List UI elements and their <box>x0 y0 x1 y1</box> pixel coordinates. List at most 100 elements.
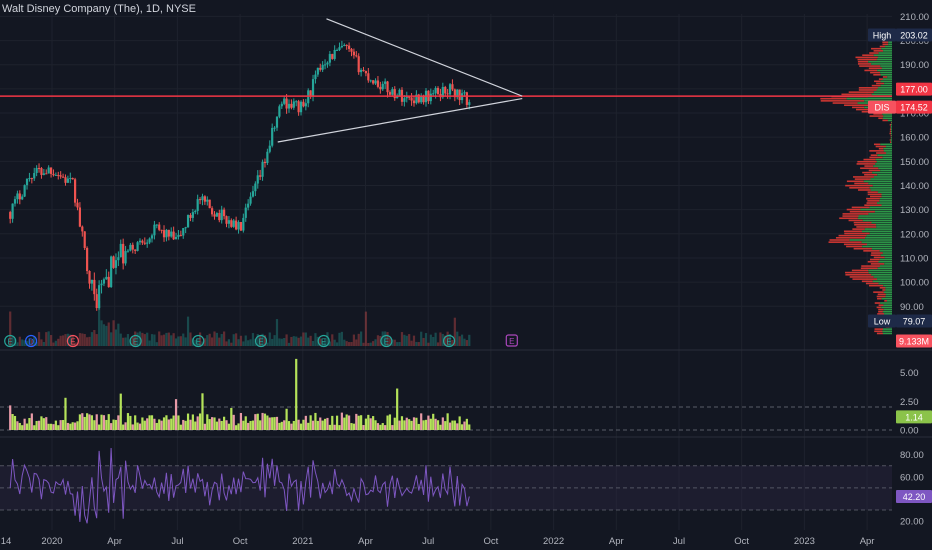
relative-volume-bar <box>28 418 31 430</box>
volume-profile-bar <box>877 69 892 72</box>
time-tick-label: Jul <box>673 536 685 547</box>
volume-profile-bar <box>876 82 885 85</box>
candle <box>247 203 250 208</box>
volume-bar <box>143 334 146 346</box>
volume-profile-bar <box>879 258 892 261</box>
volume-bar <box>35 342 38 346</box>
volume-bar <box>338 332 341 346</box>
relative-volume-bar <box>71 422 74 430</box>
candle <box>90 279 94 284</box>
relative-volume-bar <box>263 413 267 430</box>
candle <box>9 212 12 219</box>
volume-profile-bar <box>855 56 878 59</box>
volume-bar <box>81 333 84 346</box>
candle <box>283 98 286 104</box>
relative-volume-bar <box>439 424 442 430</box>
relative-volume-bar <box>90 415 94 430</box>
earnings-marker[interactable]: E <box>129 334 142 348</box>
volume-bar <box>18 336 21 346</box>
volume-bar <box>61 335 65 346</box>
relative-volume-bar <box>9 405 12 430</box>
volume-profile-bar <box>867 193 882 196</box>
relative-volume-bar <box>215 421 219 430</box>
volume-profile-bar <box>889 123 892 126</box>
relative-volume-bar <box>360 415 363 430</box>
volume-bar <box>420 331 423 346</box>
earnings-marker[interactable]: E <box>254 334 268 348</box>
volume-profile-bar <box>875 145 886 148</box>
earnings-marker[interactable]: E <box>4 334 17 348</box>
volume-bar <box>21 339 24 346</box>
volume-profile-bar <box>870 178 892 180</box>
earnings-marker[interactable]: E <box>192 334 205 348</box>
relative-volume-bar <box>83 416 86 430</box>
candle <box>309 90 312 97</box>
volume-bar <box>174 338 178 346</box>
volume-profile-bar <box>876 58 892 61</box>
candle <box>391 89 394 95</box>
triangle-lower-trendline[interactable] <box>277 97 523 143</box>
candle <box>420 96 423 103</box>
earnings-marker[interactable]: E <box>317 334 330 348</box>
volume-bar <box>343 339 346 346</box>
relative-volume-bar <box>172 415 175 430</box>
relative-volume-bar <box>23 418 26 430</box>
candle <box>446 93 449 95</box>
relative-volume-bar <box>441 417 444 430</box>
candle <box>326 62 329 65</box>
candle <box>465 92 468 105</box>
volume-profile-bar <box>877 278 892 280</box>
candle <box>369 80 372 82</box>
volume-bar <box>372 341 375 346</box>
svg-text:42.20: 42.20 <box>903 492 926 502</box>
candle <box>198 199 202 201</box>
relative-volume-value-tag: 1.14 <box>896 410 932 424</box>
price-tick-label: 100.00 <box>900 278 929 289</box>
volume-profile-bar <box>863 250 880 252</box>
candle <box>57 174 60 176</box>
earnings-marker[interactable]: E <box>443 334 456 348</box>
time-tick-label: Jul <box>422 536 434 547</box>
volume-profile-bar <box>861 265 880 267</box>
price-tick-label: 130.00 <box>900 205 929 216</box>
volume-bar <box>206 335 209 346</box>
time-tick-label: 2021 <box>292 536 313 547</box>
relative-volume-bar <box>424 419 428 430</box>
volume-profile-bar <box>877 154 892 157</box>
volume-bar <box>86 337 89 346</box>
relative-volume-bar <box>266 415 269 430</box>
volume-bar <box>105 325 108 346</box>
dividend-marker[interactable]: D <box>25 334 38 348</box>
svg-text:177.00: 177.00 <box>900 85 928 95</box>
volume-profile-bar <box>880 80 892 83</box>
relative-volume-bar <box>362 425 365 430</box>
relative-volume-bar <box>143 420 146 430</box>
earnings-marker-upcoming[interactable]: E <box>505 334 518 347</box>
volume-bar <box>37 332 41 346</box>
candle <box>160 229 163 231</box>
relative-volume-bar <box>422 420 425 430</box>
relative-volume-bar <box>280 421 283 430</box>
volume-profile-bar <box>860 208 892 211</box>
volume-bar <box>232 334 235 346</box>
relative-volume-bar <box>122 424 125 430</box>
volume-bar <box>355 339 358 346</box>
candle <box>412 100 416 104</box>
volume-bar <box>93 329 96 346</box>
relative-volume-bar <box>201 393 204 430</box>
candle <box>372 80 375 84</box>
relative-volume-bar <box>299 423 303 430</box>
relative-volume-panel <box>0 358 892 431</box>
relative-volume-bar <box>412 417 416 430</box>
volume-bar <box>146 332 149 346</box>
volume-profile-bar <box>835 237 866 239</box>
volume-profile-bar <box>890 134 892 137</box>
earnings-marker[interactable]: E <box>66 334 80 348</box>
volume-bar <box>460 334 464 346</box>
volume-profile-bar <box>873 54 892 57</box>
earnings-marker[interactable]: E <box>380 334 393 348</box>
volume-bar <box>376 335 380 346</box>
triangle-upper-trendline[interactable] <box>326 18 523 97</box>
relative-volume-bar <box>367 414 370 430</box>
